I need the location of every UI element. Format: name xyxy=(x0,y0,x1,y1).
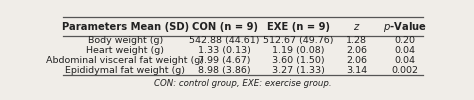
Text: 8.98 (3.86): 8.98 (3.86) xyxy=(198,66,251,75)
Text: 7.99 (4.67): 7.99 (4.67) xyxy=(198,56,251,65)
Text: 1.28: 1.28 xyxy=(346,36,367,45)
Text: 0.002: 0.002 xyxy=(391,66,418,75)
Text: 0.04: 0.04 xyxy=(394,46,415,55)
Text: 2.06: 2.06 xyxy=(346,56,367,65)
Text: 0.04: 0.04 xyxy=(394,56,415,65)
Text: $p$-Value: $p$-Value xyxy=(383,20,427,34)
Text: CON (n = 9): CON (n = 9) xyxy=(191,22,257,32)
Text: Abdominal visceral fat weight (g): Abdominal visceral fat weight (g) xyxy=(46,56,204,65)
Text: 1.33 (0.13): 1.33 (0.13) xyxy=(198,46,251,55)
Text: 1.19 (0.08): 1.19 (0.08) xyxy=(272,46,324,55)
Text: EXE (n = 9): EXE (n = 9) xyxy=(266,22,329,32)
Text: Body weight (g): Body weight (g) xyxy=(88,36,163,45)
Text: 3.60 (1.50): 3.60 (1.50) xyxy=(272,56,324,65)
Text: 3.14: 3.14 xyxy=(346,66,367,75)
Text: Parameters Mean (SD): Parameters Mean (SD) xyxy=(62,22,189,32)
Text: Heart weight (g): Heart weight (g) xyxy=(86,46,164,55)
Text: 512.67 (49.76): 512.67 (49.76) xyxy=(263,36,333,45)
Text: 3.27 (1.33): 3.27 (1.33) xyxy=(272,66,325,75)
Text: 0.20: 0.20 xyxy=(394,36,415,45)
Text: $z$: $z$ xyxy=(353,22,361,32)
Text: Epididymal fat weight (g): Epididymal fat weight (g) xyxy=(65,66,185,75)
Text: CON: control group, EXE: exercise group.: CON: control group, EXE: exercise group. xyxy=(154,79,332,88)
Text: 542.88 (44.61): 542.88 (44.61) xyxy=(189,36,260,45)
Text: 2.06: 2.06 xyxy=(346,46,367,55)
